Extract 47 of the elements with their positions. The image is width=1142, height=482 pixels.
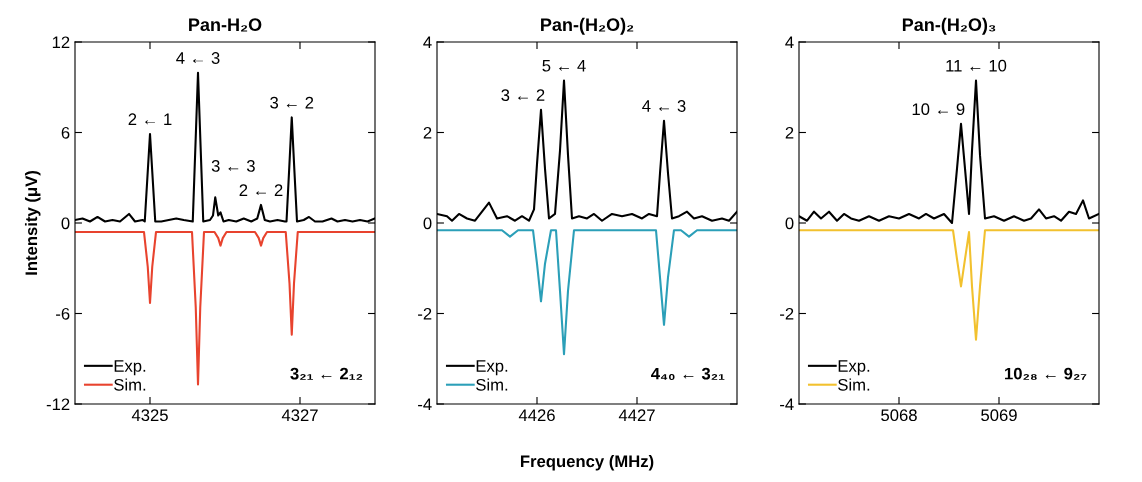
- annotation: 3 ← 2: [501, 89, 545, 102]
- x-tick-label: 4426: [518, 409, 555, 422]
- annotation: 3 ← 2: [270, 96, 314, 109]
- y-tick-label: -4: [418, 398, 432, 411]
- annotation: 2 ← 1: [128, 113, 172, 125]
- x-axis-title: Frequency (MHz): [520, 454, 654, 471]
- chart-title: Pan-(H₂O)₃: [902, 17, 996, 35]
- annotation: 3 ← 3: [211, 160, 255, 172]
- annotation: 11 ← 10: [946, 59, 1007, 72]
- y-tick-label: 4: [785, 36, 794, 49]
- x-tick-label: 5068: [881, 409, 917, 422]
- legend-label: Exp.: [476, 360, 508, 376]
- chart-title: Pan-H₂O: [189, 18, 262, 32]
- x-tick-label: 4325: [131, 409, 168, 422]
- y-tick-label: 2: [785, 126, 794, 139]
- annotation: 5 ← 4: [542, 59, 586, 72]
- legend-label: Exp.: [114, 360, 146, 376]
- annotation: 4 ← 3: [176, 52, 220, 64]
- annotation: 10 ← 9: [912, 103, 965, 116]
- y-tick-label: -4: [780, 398, 794, 411]
- y-tick-label: 0: [61, 217, 70, 230]
- x-tick-label: 5069: [981, 409, 1017, 422]
- y-tick-label: -12: [46, 398, 70, 411]
- chart-title: Pan-(H₂O)₂: [541, 17, 634, 35]
- line-series: [799, 229, 1099, 341]
- annotation: 10₂₈ ← 9₂₇: [1005, 367, 1087, 380]
- y-tick-label: -6: [56, 307, 70, 320]
- legend-label: Sim.: [476, 378, 508, 391]
- legend-label: Sim.: [114, 378, 146, 391]
- legend-label: Exp.: [838, 360, 870, 376]
- y-tick-label: 6: [61, 126, 70, 139]
- annotation: 4₄₀ ← 3₂₁: [651, 367, 725, 380]
- line-series: [437, 229, 737, 356]
- y-tick-label: -2: [418, 307, 432, 320]
- annotation: 4 ← 3: [642, 100, 686, 112]
- y-tick-label: 12: [52, 36, 70, 49]
- y-tick-label: 0: [423, 217, 432, 230]
- x-tick-label: 4427: [618, 409, 655, 421]
- y-axis-title: Intensity (μV): [24, 171, 41, 275]
- y-tick-label: 0: [785, 217, 794, 230]
- legend-label: Sim.: [838, 378, 870, 391]
- annotation: 3₂₁ ← 2₁₂: [290, 367, 363, 380]
- y-tick-label: 4: [423, 36, 432, 49]
- annotation: 2 ← 2: [239, 184, 283, 196]
- y-tick-label: 2: [423, 126, 432, 139]
- y-tick-label: -2: [780, 307, 794, 320]
- x-tick-label: 4327: [281, 409, 318, 422]
